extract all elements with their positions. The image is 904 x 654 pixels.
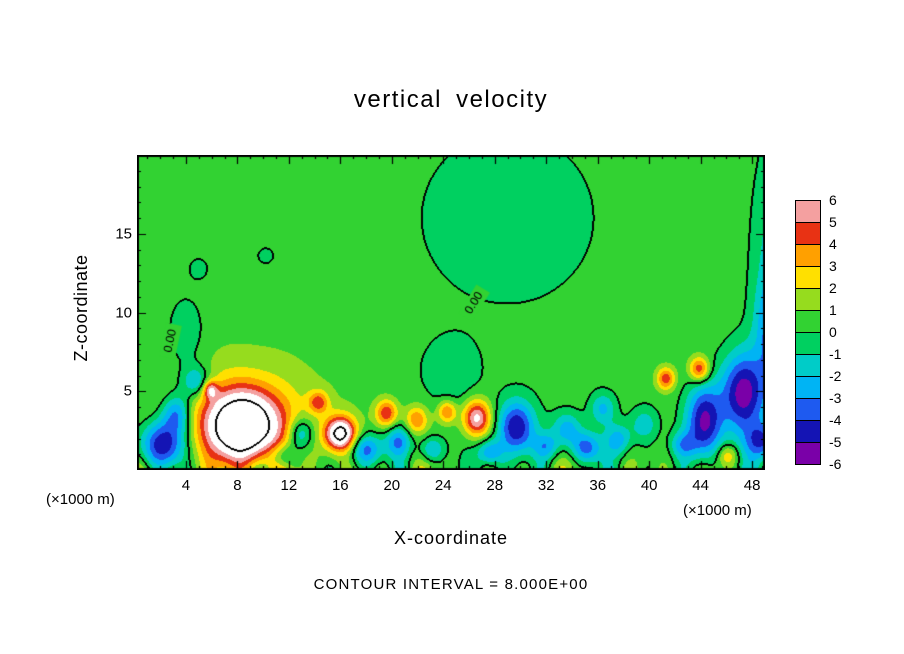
plot-canvas — [137, 155, 765, 470]
colorbar-labels: 6 5 4 3 2 1 0 -1 -2 -3 -4 -5 -6 — [795, 192, 859, 472]
y-tick-label: 15 — [115, 225, 132, 243]
colorbar-tick-label: -1 — [829, 346, 842, 362]
x-axis-label: X-coordinate — [393, 528, 509, 548]
x-tick-label: 20 — [383, 477, 401, 494]
colorbar-tick-label: 2 — [829, 280, 837, 296]
colorbar-tick-label: 1 — [829, 302, 837, 318]
colorbar-tick-label: 0 — [829, 324, 837, 340]
x-tick-label: 48 — [743, 477, 761, 494]
y-tick-label: 10 — [115, 304, 132, 321]
colorbar — [795, 200, 821, 465]
y-axis-label: Z-coordinate — [71, 254, 91, 362]
x-axis-unit-left: (×1000 m) — [46, 491, 115, 508]
contour-interval-text: CONTOUR INTERVAL = 8.000E+00 — [313, 576, 589, 593]
x-axis-unit-right: (×1000 m) — [683, 502, 752, 519]
colorbar-tick-label: -5 — [829, 434, 842, 450]
colorbar-tick-label: -2 — [829, 368, 842, 384]
y-tick-label: 5 — [123, 382, 132, 400]
y-tick-labels: 5 10 15 — [96, 155, 132, 470]
x-tick-label: 32 — [537, 477, 555, 494]
colorbar-tick-label: -4 — [829, 412, 842, 428]
x-tick-label: 24 — [434, 477, 452, 494]
colorbar-tick-label: 6 — [829, 192, 837, 208]
x-tick-label: 4 — [181, 477, 191, 494]
colorbar-tick-label: -6 — [829, 456, 842, 472]
x-tick-labels: 4 8 12 16 20 24 28 32 36 40 44 48 — [137, 477, 765, 497]
chart-title: vertical velocity — [353, 86, 549, 113]
colorbar-tick-label: 5 — [829, 214, 837, 230]
x-tick-label: 28 — [486, 477, 504, 494]
colorbar-tick-label: -3 — [829, 390, 842, 406]
colorbar-tick-label: 4 — [829, 236, 837, 252]
x-tick-label: 8 — [233, 477, 242, 494]
x-tick-label: 16 — [331, 477, 349, 494]
x-tick-label: 36 — [589, 477, 607, 494]
x-tick-label: 44 — [692, 477, 709, 494]
colorbar-block — [795, 442, 821, 465]
x-tick-label: 12 — [280, 477, 298, 494]
colorbar-tick-label: 3 — [829, 258, 837, 274]
x-tick-label: 40 — [640, 477, 658, 494]
